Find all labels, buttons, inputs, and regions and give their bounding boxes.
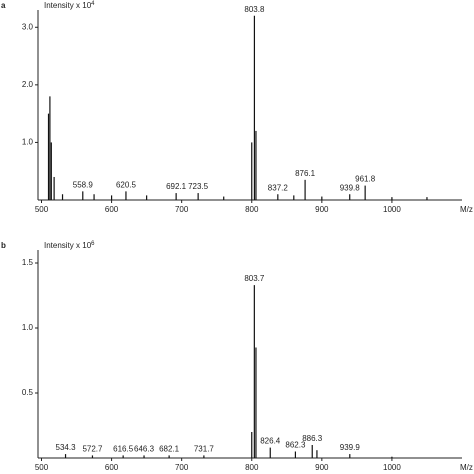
peak-label: 803.8 bbox=[244, 5, 265, 14]
x-tick-label: 800 bbox=[245, 205, 259, 214]
x-tick-label: 1000 bbox=[383, 463, 401, 472]
y-axis-title-text: Intensity x 10 bbox=[44, 1, 92, 10]
peak-label: 939.9 bbox=[340, 443, 361, 452]
peak-label: 731.7 bbox=[194, 445, 215, 454]
x-axis-title: M/z bbox=[460, 463, 473, 472]
y-tick-label: 2.0 bbox=[22, 80, 34, 89]
peak-label: 692.1 bbox=[166, 182, 187, 191]
x-tick-label: 800 bbox=[245, 463, 259, 472]
peak-label: 876.1 bbox=[295, 169, 316, 178]
x-axis-title: M/z bbox=[460, 205, 473, 214]
peak-label: 682.1 bbox=[159, 445, 180, 454]
y-axis-title-text: Intensity x 10 bbox=[44, 241, 92, 250]
panel-letter: a bbox=[1, 1, 6, 10]
y-tick-label: 1.0 bbox=[22, 323, 34, 332]
x-tick-label: 1000 bbox=[383, 205, 401, 214]
y-tick-label: 0.5 bbox=[22, 388, 34, 397]
x-tick-label: 600 bbox=[105, 463, 119, 472]
x-tick-label: 500 bbox=[35, 463, 49, 472]
y-tick-label: 3.0 bbox=[22, 22, 34, 31]
x-tick-label: 700 bbox=[175, 205, 189, 214]
peak-label: 862.3 bbox=[285, 441, 306, 450]
peak-label: 558.9 bbox=[73, 180, 94, 189]
peak-label: 803.7 bbox=[244, 274, 265, 283]
peak-label: 939.8 bbox=[340, 183, 361, 192]
y-axis-title: Intensity x 104 bbox=[44, 1, 95, 11]
peak-label: 826.4 bbox=[260, 437, 281, 446]
y-tick-label: 1.0 bbox=[22, 138, 34, 147]
x-tick-label: 900 bbox=[315, 463, 329, 472]
peak-label: 837.2 bbox=[268, 183, 289, 192]
x-tick-label: 700 bbox=[175, 463, 189, 472]
y-tick-label: 1.5 bbox=[22, 258, 34, 267]
x-tick-label: 500 bbox=[35, 205, 49, 214]
panel-letter: b bbox=[1, 241, 6, 250]
peak-label: 961.8 bbox=[355, 175, 376, 184]
peak-label: 616.5 bbox=[113, 445, 134, 454]
peak-label: 886.3 bbox=[302, 434, 323, 443]
y-axis-title-exponent: 4 bbox=[91, 1, 95, 7]
peak-label: 620.5 bbox=[116, 180, 137, 189]
x-tick-label: 600 bbox=[105, 205, 119, 214]
peak-label: 646.3 bbox=[134, 445, 155, 454]
peak-label: 723.5 bbox=[188, 182, 209, 191]
x-tick-label: 900 bbox=[315, 205, 329, 214]
y-axis-title-exponent: 6 bbox=[91, 241, 95, 247]
peak-label: 572.7 bbox=[82, 445, 103, 454]
peak-label: 534.3 bbox=[56, 443, 77, 452]
y-axis-title: Intensity x 106 bbox=[44, 241, 95, 251]
